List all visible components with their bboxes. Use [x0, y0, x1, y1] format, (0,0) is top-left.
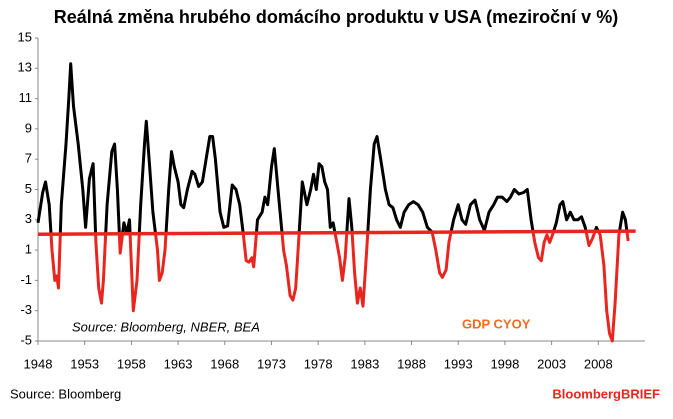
y-tick-label: 3 [25, 211, 32, 226]
y-tick-label: 7 [25, 151, 32, 166]
chart-title: Reálná změna hrubého domácího produktu v… [54, 7, 618, 27]
y-tick-label: 11 [19, 90, 33, 105]
y-tick-label: 13 [18, 60, 32, 75]
x-tick-label: 1988 [397, 356, 426, 371]
series-line-above [36, 62, 630, 235]
x-tick-label: 1963 [164, 356, 193, 371]
y-tick-label: 9 [25, 120, 32, 135]
x-tick-label: 2008 [584, 356, 613, 371]
x-tick-label: 1948 [24, 356, 53, 371]
x-tick-label: 1983 [350, 356, 379, 371]
x-tick-label: 2003 [537, 356, 566, 371]
x-tick-label: 1953 [70, 356, 99, 371]
x-tick-label: 1978 [304, 356, 333, 371]
annotation: Source: Bloomberg, NBER, BEA [72, 319, 260, 334]
x-tick-label: 1968 [210, 356, 239, 371]
y-tick-label: -1 [20, 272, 32, 287]
x-tick-label: 1998 [490, 356, 519, 371]
y-tick-label: 1 [25, 242, 32, 257]
x-tick-label: 1993 [444, 356, 473, 371]
y-tick-label: -5 [20, 332, 32, 347]
x-tick-label: 1973 [257, 356, 286, 371]
x-tick-label: 1958 [117, 356, 146, 371]
series-line-below [36, 230, 630, 343]
y-tick-label: 5 [25, 181, 32, 196]
footer: Source: Bloomberg [10, 386, 121, 401]
y-tick-label: -3 [20, 302, 32, 317]
trend-line [37, 229, 636, 236]
legend-label: GDP CYOY [462, 316, 531, 331]
brand: BloombergBRIEF [552, 386, 660, 401]
y-tick-label: 15 [18, 29, 32, 44]
